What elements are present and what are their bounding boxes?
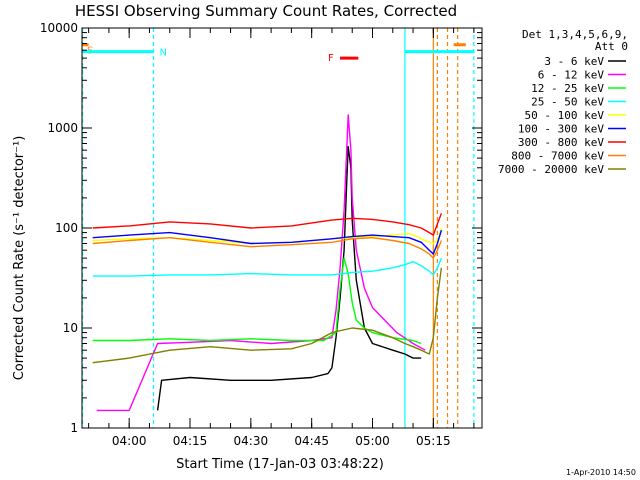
legend-header-0: Det 1,3,4,5,6,9, <box>522 28 628 41</box>
legend-label-3: 25 - 50 keV <box>531 96 604 109</box>
legend-label-5: 100 - 300 keV <box>518 123 604 136</box>
legend-label-6: 300 - 800 keV <box>518 136 604 149</box>
series-line-0 <box>156 145 422 411</box>
y-tick-label-0: 1 <box>70 421 78 435</box>
series-line-6 <box>92 213 443 236</box>
legend-label-7: 800 - 7000 keV <box>511 150 604 163</box>
y-tick-label-1: 10 <box>63 321 78 335</box>
series-line-7 <box>92 236 443 259</box>
flag-label-1: N <box>160 48 167 59</box>
legend-label-2: 12 - 25 keV <box>531 82 604 95</box>
axes-layer: 1 10 100 1000 10000 04:00 04:15 04:30 04:45 05:00… <box>40 21 483 448</box>
legend-label-0: 3 - 6 keV <box>544 55 604 68</box>
legend-label-8: 7000 - 20000 keV <box>498 163 604 176</box>
series-line-5 <box>92 229 443 255</box>
x-tick-label-4: 05:00 <box>355 434 390 448</box>
x-tick-label-0: 04:00 <box>112 434 147 448</box>
y-tick-label-2: 100 <box>55 221 78 235</box>
legend-header-1: Att 0 <box>595 40 628 53</box>
series-layer <box>92 114 443 412</box>
series-line-8 <box>92 267 443 364</box>
series-line-4 <box>92 227 443 245</box>
y-tick-label-3: 1000 <box>47 121 78 135</box>
flag-label-2: F <box>328 53 334 64</box>
series-line-3 <box>92 257 443 277</box>
x-tick-label-1: 04:15 <box>173 434 208 448</box>
legend-label-4: 50 - 100 keV <box>525 109 605 122</box>
x-tick-label-3: 04:45 <box>294 434 329 448</box>
chart-title: HESSI Observing Summary Count Rates, Cor… <box>75 2 457 20</box>
y-tick-label-4: 10000 <box>40 21 78 35</box>
series-line-1 <box>96 114 426 412</box>
date-stamp: 1-Apr-2010 14:50 <box>566 468 636 477</box>
x-tick-label-5: 05:15 <box>416 434 451 448</box>
x-axis-label: Start Time (17-Jan-03 03:48:22) <box>176 457 384 472</box>
flags-layer: SNF <box>81 28 475 428</box>
legend-label-1: 6 - 12 keV <box>538 69 605 82</box>
x-tick-label-2: 04:30 <box>234 434 269 448</box>
y-axis-label: Corrected Count Rate (s⁻¹ detector⁻¹) <box>12 136 27 381</box>
